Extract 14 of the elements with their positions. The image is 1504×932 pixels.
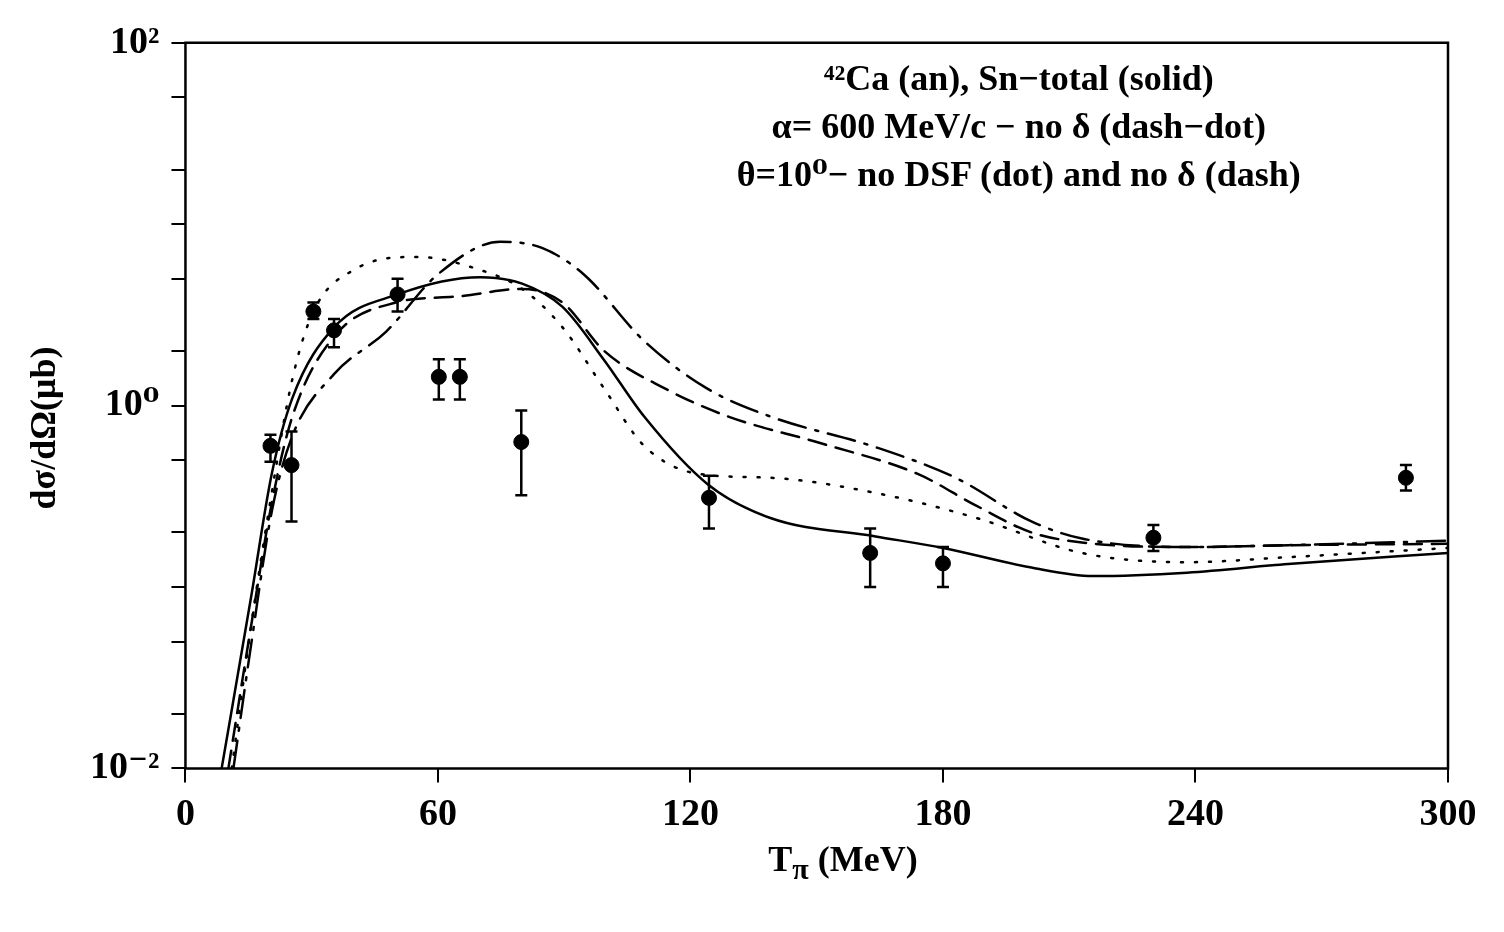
x-tick-label: 240 bbox=[1166, 791, 1224, 834]
annotation: θ=10⁰− no DSF (dot) and no δ (dash) bbox=[736, 154, 1301, 195]
x-tick-label: 180 bbox=[914, 791, 972, 834]
x-tick-label: 0 bbox=[175, 791, 195, 834]
x-tick-label: 60 bbox=[418, 791, 457, 834]
annotation: α= 600 MeV/c − no δ (dash−dot) bbox=[771, 106, 1266, 147]
annotation: ⁴²Ca (an), Sn−total (solid) bbox=[823, 58, 1214, 99]
x-tick-label: 120 bbox=[661, 791, 719, 834]
y-tick-label: 10² bbox=[110, 18, 160, 61]
x-tick-label: 300 bbox=[1419, 791, 1477, 834]
y-axis-title: dσ/dΩ(μb) bbox=[22, 346, 64, 510]
x-axis-title: T$_{π}$ (MeV) bbox=[767, 838, 918, 887]
y-tick-label: 10⁻² bbox=[90, 744, 160, 787]
y-tick-label: 10⁰ bbox=[104, 381, 160, 424]
